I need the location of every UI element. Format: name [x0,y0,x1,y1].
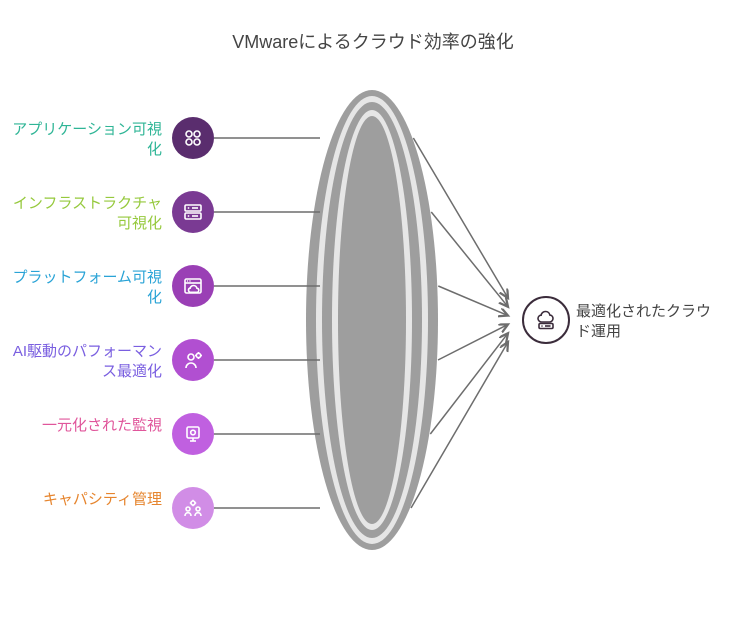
input-grid4-icon [172,117,214,159]
input-app-window-icon [172,265,214,307]
input-server-icon [172,191,214,233]
diagram-stage: VMwareによるクラウド効率の強化 アプリケーション可視化 インフラストラクチ… [0,0,746,644]
diagram-title: VMwareによるクラウド効率の強化 [0,28,746,54]
input-label: アプリケーション可視化 [12,120,162,159]
output-cloud-server-icon [522,296,570,344]
input-monitor-cam-icon [172,413,214,455]
input-label: プラットフォーム可視化 [12,268,162,307]
output-label: 最適化されたクラウド運用 [576,302,716,343]
input-ai-gear-icon [172,339,214,381]
input-people-gear-icon [172,487,214,529]
input-label: キャパシティ管理 [12,490,162,510]
input-label: AI駆動のパフォーマンス最適化 [12,342,162,381]
input-label: インフラストラクチャ可視化 [12,194,162,233]
input-label: 一元化された監視 [12,416,162,436]
